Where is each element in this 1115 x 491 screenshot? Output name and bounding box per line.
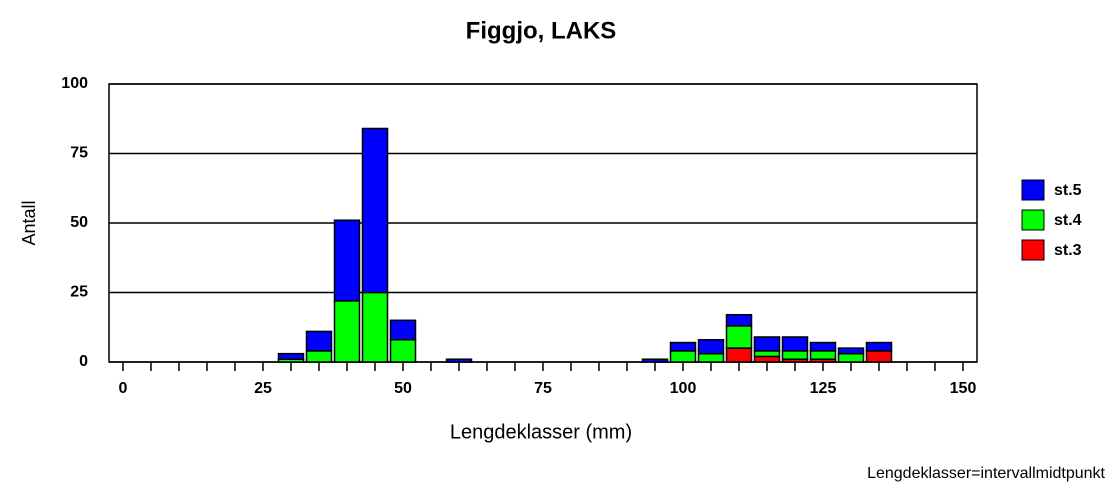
y-tick-label: 100 (61, 75, 88, 92)
bar-segment (333, 300, 361, 363)
bar-segment (305, 350, 333, 363)
x-tick-label: 25 (254, 380, 272, 397)
legend-label: st.3 (1054, 242, 1082, 259)
bar-segment (445, 358, 473, 363)
legend-label: st.5 (1054, 182, 1082, 199)
bar-segment (865, 350, 893, 363)
legend-swatch (1021, 209, 1045, 231)
x-axis-label: Lengdeklasser (mm) (450, 421, 632, 443)
x-tick-label: 50 (394, 380, 412, 397)
bar-segment (725, 313, 753, 327)
bar-segment (753, 336, 781, 352)
bar-segment (389, 339, 417, 363)
bar-segment (781, 336, 809, 352)
bar-segment (837, 347, 865, 355)
bar-segment (865, 341, 893, 352)
bar-segment (725, 325, 753, 349)
bar-segment (361, 291, 389, 363)
bar-segment (361, 127, 389, 294)
bar-segment (669, 350, 697, 363)
bar-segment (669, 341, 697, 352)
bar-segment (837, 352, 865, 363)
bar-segment (697, 339, 725, 355)
bar-segment (809, 350, 837, 360)
y-axis-label: Antall (19, 200, 39, 245)
bar-segment (781, 350, 809, 360)
legend-label: st.4 (1054, 212, 1082, 229)
bar-segment (809, 341, 837, 352)
x-tick-label: 150 (950, 380, 977, 397)
x-tick-label: 100 (670, 380, 697, 397)
y-tick-label: 0 (79, 353, 88, 370)
legend-swatch (1021, 179, 1045, 201)
bar-segment (753, 350, 781, 358)
bar-segment (333, 219, 361, 302)
x-tick-label: 75 (534, 380, 552, 397)
footnote: Lengdeklasser=intervallmidtpunkt (867, 465, 1105, 482)
x-tick-label: 125 (810, 380, 837, 397)
y-tick-label: 75 (70, 145, 88, 162)
bar-segment (753, 355, 781, 363)
bar-segment (305, 330, 333, 352)
bar-segment (277, 352, 305, 360)
bar-segment (697, 352, 725, 363)
y-tick-label: 50 (70, 214, 88, 231)
y-tick-label: 25 (70, 284, 88, 301)
bar-segment (389, 319, 417, 341)
chart-title: Figgjo, LAKS (466, 17, 617, 44)
x-tick-label: 0 (119, 380, 128, 397)
bar-segment (725, 347, 753, 363)
bar-segment (641, 358, 669, 363)
legend-swatch (1021, 239, 1045, 261)
